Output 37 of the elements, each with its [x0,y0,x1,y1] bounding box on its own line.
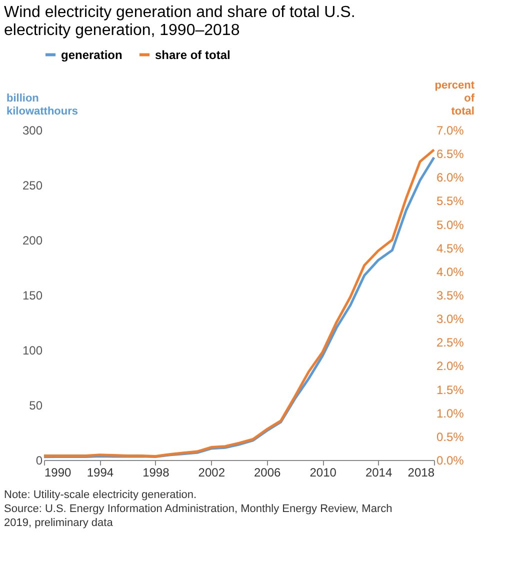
y-axis-title: billion kilowatthours [6,92,78,118]
x-tick-label: 1990 [44,466,72,480]
y2-tick-label: 4.5% [436,241,464,256]
x-tick-label: 2002 [198,466,226,480]
y-tick-label: 50 [29,398,43,412]
y2-tick-label: 1.0% [436,406,464,420]
x-tick-label: 2018 [408,466,435,480]
y-tick-label: 0 [36,454,43,468]
y2-tick-label: 5.5% [436,194,464,208]
source-note: Source: U.S. Energy Information Administration, Monthly Energy Review, March 2019, preliminary data [4,503,392,529]
y2-tick-label: 3.5% [436,288,464,302]
y2-tick-label: 6.5% [436,147,464,162]
y2-tick-label: 2.0% [436,359,464,374]
y2-tick-label: 7.0% [436,124,464,138]
y-tick-label: 150 [22,288,43,302]
y-tick-label: 200 [22,234,43,248]
y2-tick-label: 3.0% [436,312,464,326]
y2-tick-label: 0.5% [436,430,464,444]
legend-label: generation [61,48,122,62]
y2-tick-label: 5.0% [436,218,464,232]
y-tick-label: 100 [22,344,43,358]
x-tick-label: 1994 [86,466,114,480]
chart-title: Wind electricity generation and share of total U.S. electricity generation, 1990–2018 [4,4,356,39]
y2-tick-label: 1.5% [436,382,464,397]
x-tick-label: 2014 [365,466,392,480]
x-tick-label: 2006 [254,466,282,480]
legend-label: share of total [155,48,230,62]
x-tick-label: 1998 [142,466,170,480]
y2-axis-title: percent of total [434,80,475,118]
y2-tick-label: 6.0% [436,170,464,185]
y2-tick-label: 0.0% [436,454,464,468]
y2-tick-label: 4.0% [436,264,464,279]
x-tick-label: 2010 [310,466,337,480]
y-tick-label: 300 [22,124,43,138]
y2-tick-label: 2.5% [436,336,464,350]
text: Note: Utility-scale electricity generation. [4,489,197,501]
y-tick-label: 250 [22,178,43,192]
